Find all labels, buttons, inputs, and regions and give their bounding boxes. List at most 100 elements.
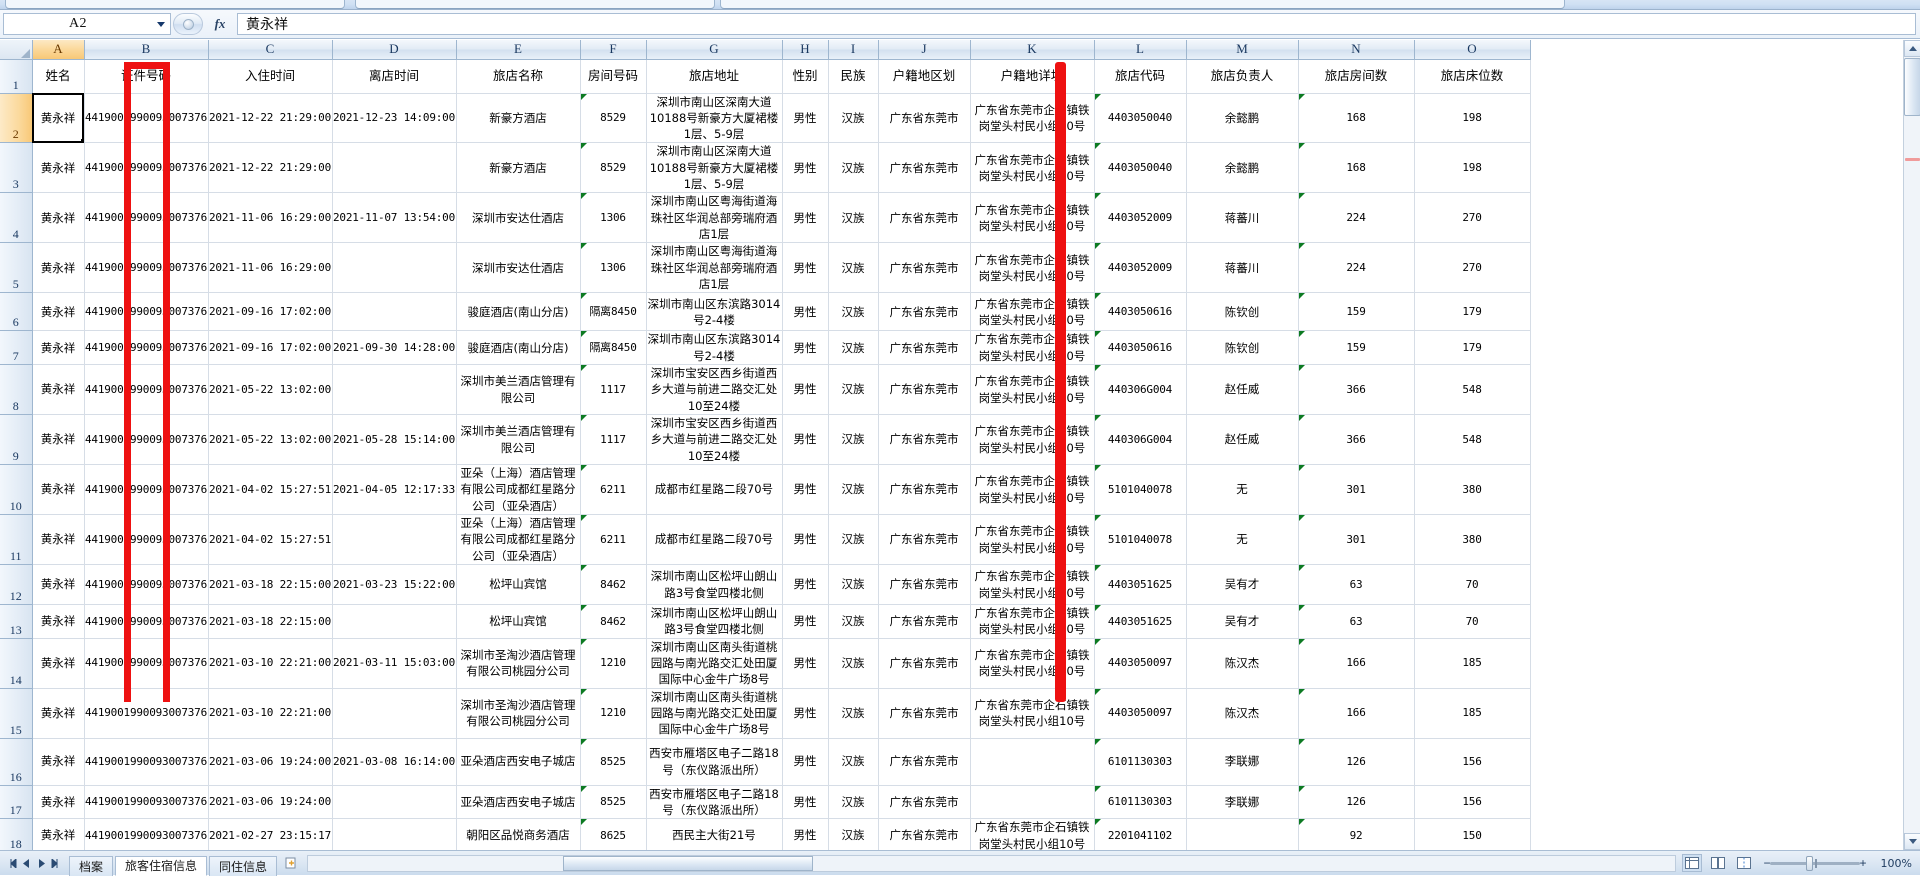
column-header-j[interactable]: J: [878, 40, 970, 59]
cell-k9[interactable]: 广东省东莞市企石镇铁岗堂头村民小组10号: [970, 415, 1094, 465]
column-header-f[interactable]: F: [580, 40, 646, 59]
cell-a6[interactable]: 黄永祥: [32, 293, 84, 331]
header-cell-f1[interactable]: 房间号码: [580, 59, 646, 93]
cell-j18[interactable]: 广东省东莞市: [878, 819, 970, 850]
cell-i13[interactable]: 汉族: [828, 605, 878, 639]
cell-k6[interactable]: 广东省东莞市企石镇铁岗堂头村民小组10号: [970, 293, 1094, 331]
cell-o16[interactable]: 156: [1414, 738, 1530, 785]
cell-n5[interactable]: 224: [1298, 243, 1414, 293]
cell-k14[interactable]: 广东省东莞市企石镇铁岗堂头村民小组10号: [970, 638, 1094, 688]
cell-g17[interactable]: 西安市雁塔区电子二路18号（东仪路派出所）: [646, 785, 782, 819]
cell-o7[interactable]: 179: [1414, 331, 1530, 365]
cell-n3[interactable]: 168: [1298, 143, 1414, 193]
column-header-n[interactable]: N: [1298, 40, 1414, 59]
header-cell-m1[interactable]: 旅店负责人: [1186, 59, 1298, 93]
cell-j7[interactable]: 广东省东莞市: [878, 331, 970, 365]
cell-l4[interactable]: 4403052009: [1094, 193, 1186, 243]
cell-b16[interactable]: 4419001990093007376: [84, 738, 208, 785]
cell-g8[interactable]: 深圳市宝安区西乡街道西乡大道与前进二路交汇处10至24楼: [646, 365, 782, 415]
select-all-corner[interactable]: [0, 40, 32, 59]
cell-f8[interactable]: 1117: [580, 365, 646, 415]
header-cell-b1[interactable]: 证件号码: [84, 59, 208, 93]
cell-n4[interactable]: 224: [1298, 193, 1414, 243]
cell-d11[interactable]: [332, 515, 456, 565]
cell-i17[interactable]: 汉族: [828, 785, 878, 819]
cell-n13[interactable]: 63: [1298, 605, 1414, 639]
cell-i14[interactable]: 汉族: [828, 638, 878, 688]
cell-j4[interactable]: 广东省东莞市: [878, 193, 970, 243]
column-header-c[interactable]: C: [208, 40, 332, 59]
vertical-scroll-thumb[interactable]: [1904, 58, 1920, 116]
cell-l17[interactable]: 6101130303: [1094, 785, 1186, 819]
sheet-tab-3[interactable]: 同住信息: [209, 856, 277, 876]
cell-c10[interactable]: 2021-04-02 15:27:51: [208, 465, 332, 515]
row-header-10[interactable]: 10: [0, 465, 32, 515]
cell-c7[interactable]: 2021-09-16 17:02:00: [208, 331, 332, 365]
cell-h14[interactable]: 男性: [782, 638, 828, 688]
cell-i3[interactable]: 汉族: [828, 143, 878, 193]
cell-n12[interactable]: 63: [1298, 565, 1414, 605]
row-header-1[interactable]: 1: [0, 59, 32, 93]
cell-l13[interactable]: 4403051625: [1094, 605, 1186, 639]
cell-i10[interactable]: 汉族: [828, 465, 878, 515]
cell-l5[interactable]: 4403052009: [1094, 243, 1186, 293]
cell-g12[interactable]: 深圳市南山区松坪山朗山路3号食堂四楼北侧: [646, 565, 782, 605]
cell-m18[interactable]: [1186, 819, 1298, 850]
cell-g15[interactable]: 深圳市南山区南头街道桃园路与南光路交汇处田厦国际中心金牛广场8号: [646, 688, 782, 738]
header-cell-n1[interactable]: 旅店房间数: [1298, 59, 1414, 93]
cell-b14[interactable]: 4419001990093007376: [84, 638, 208, 688]
cell-k18[interactable]: 广东省东莞市企石镇铁岗堂头村民小组10号: [970, 819, 1094, 850]
cell-c3[interactable]: 2021-12-22 21:29:00: [208, 143, 332, 193]
cell-a17[interactable]: 黄永祥: [32, 785, 84, 819]
cell-m11[interactable]: 无: [1186, 515, 1298, 565]
cell-m10[interactable]: 无: [1186, 465, 1298, 515]
insert-function-toggle-button[interactable]: [173, 13, 203, 35]
cell-m8[interactable]: 赵任威: [1186, 365, 1298, 415]
cell-g13[interactable]: 深圳市南山区松坪山朗山路3号食堂四楼北侧: [646, 605, 782, 639]
cell-e14[interactable]: 深圳市圣淘沙酒店管理有限公司桃园分公司: [456, 638, 580, 688]
cell-e6[interactable]: 骏庭酒店(南山分店): [456, 293, 580, 331]
cell-e5[interactable]: 深圳市安达仕酒店: [456, 243, 580, 293]
horizontal-scrollbar[interactable]: [307, 855, 1676, 872]
insert-worksheet-icon[interactable]: [283, 854, 301, 872]
header-cell-e1[interactable]: 旅店名称: [456, 59, 580, 93]
cell-e18[interactable]: 朝阳区品悦商务酒店: [456, 819, 580, 850]
horizontal-scroll-thumb[interactable]: [563, 856, 813, 871]
cell-i15[interactable]: 汉族: [828, 688, 878, 738]
ribbon-tab-3[interactable]: [720, 0, 1565, 9]
cell-k15[interactable]: 广东省东莞市企石镇铁岗堂头村民小组10号: [970, 688, 1094, 738]
cell-b10[interactable]: 4419001990093007376: [84, 465, 208, 515]
cell-e17[interactable]: 亚朵酒店西安电子城店: [456, 785, 580, 819]
cell-c14[interactable]: 2021-03-10 22:21:00: [208, 638, 332, 688]
cell-m9[interactable]: 赵任威: [1186, 415, 1298, 465]
cell-d4[interactable]: 2021-11-07 13:54:00: [332, 193, 456, 243]
cell-o10[interactable]: 380: [1414, 465, 1530, 515]
header-cell-a1[interactable]: 姓名: [32, 59, 84, 93]
header-cell-i1[interactable]: 民族: [828, 59, 878, 93]
cell-h7[interactable]: 男性: [782, 331, 828, 365]
cell-b17[interactable]: 4419001990093007376: [84, 785, 208, 819]
cell-m17[interactable]: 李联娜: [1186, 785, 1298, 819]
cell-o6[interactable]: 179: [1414, 293, 1530, 331]
cell-i16[interactable]: 汉族: [828, 738, 878, 785]
zoom-percentage-label[interactable]: 100%: [1876, 857, 1912, 870]
cell-o13[interactable]: 70: [1414, 605, 1530, 639]
cell-h6[interactable]: 男性: [782, 293, 828, 331]
cell-f15[interactable]: 1210: [580, 688, 646, 738]
cell-m6[interactable]: 陈钦创: [1186, 293, 1298, 331]
cell-j11[interactable]: 广东省东莞市: [878, 515, 970, 565]
cell-h15[interactable]: 男性: [782, 688, 828, 738]
cell-o4[interactable]: 270: [1414, 193, 1530, 243]
column-header-e[interactable]: E: [456, 40, 580, 59]
normal-view-icon[interactable]: [1682, 854, 1702, 872]
zoom-handle[interactable]: [1806, 856, 1813, 871]
cell-g18[interactable]: 西民主大街21号: [646, 819, 782, 850]
cell-c2[interactable]: 2021-12-22 21:29:00: [208, 93, 332, 143]
